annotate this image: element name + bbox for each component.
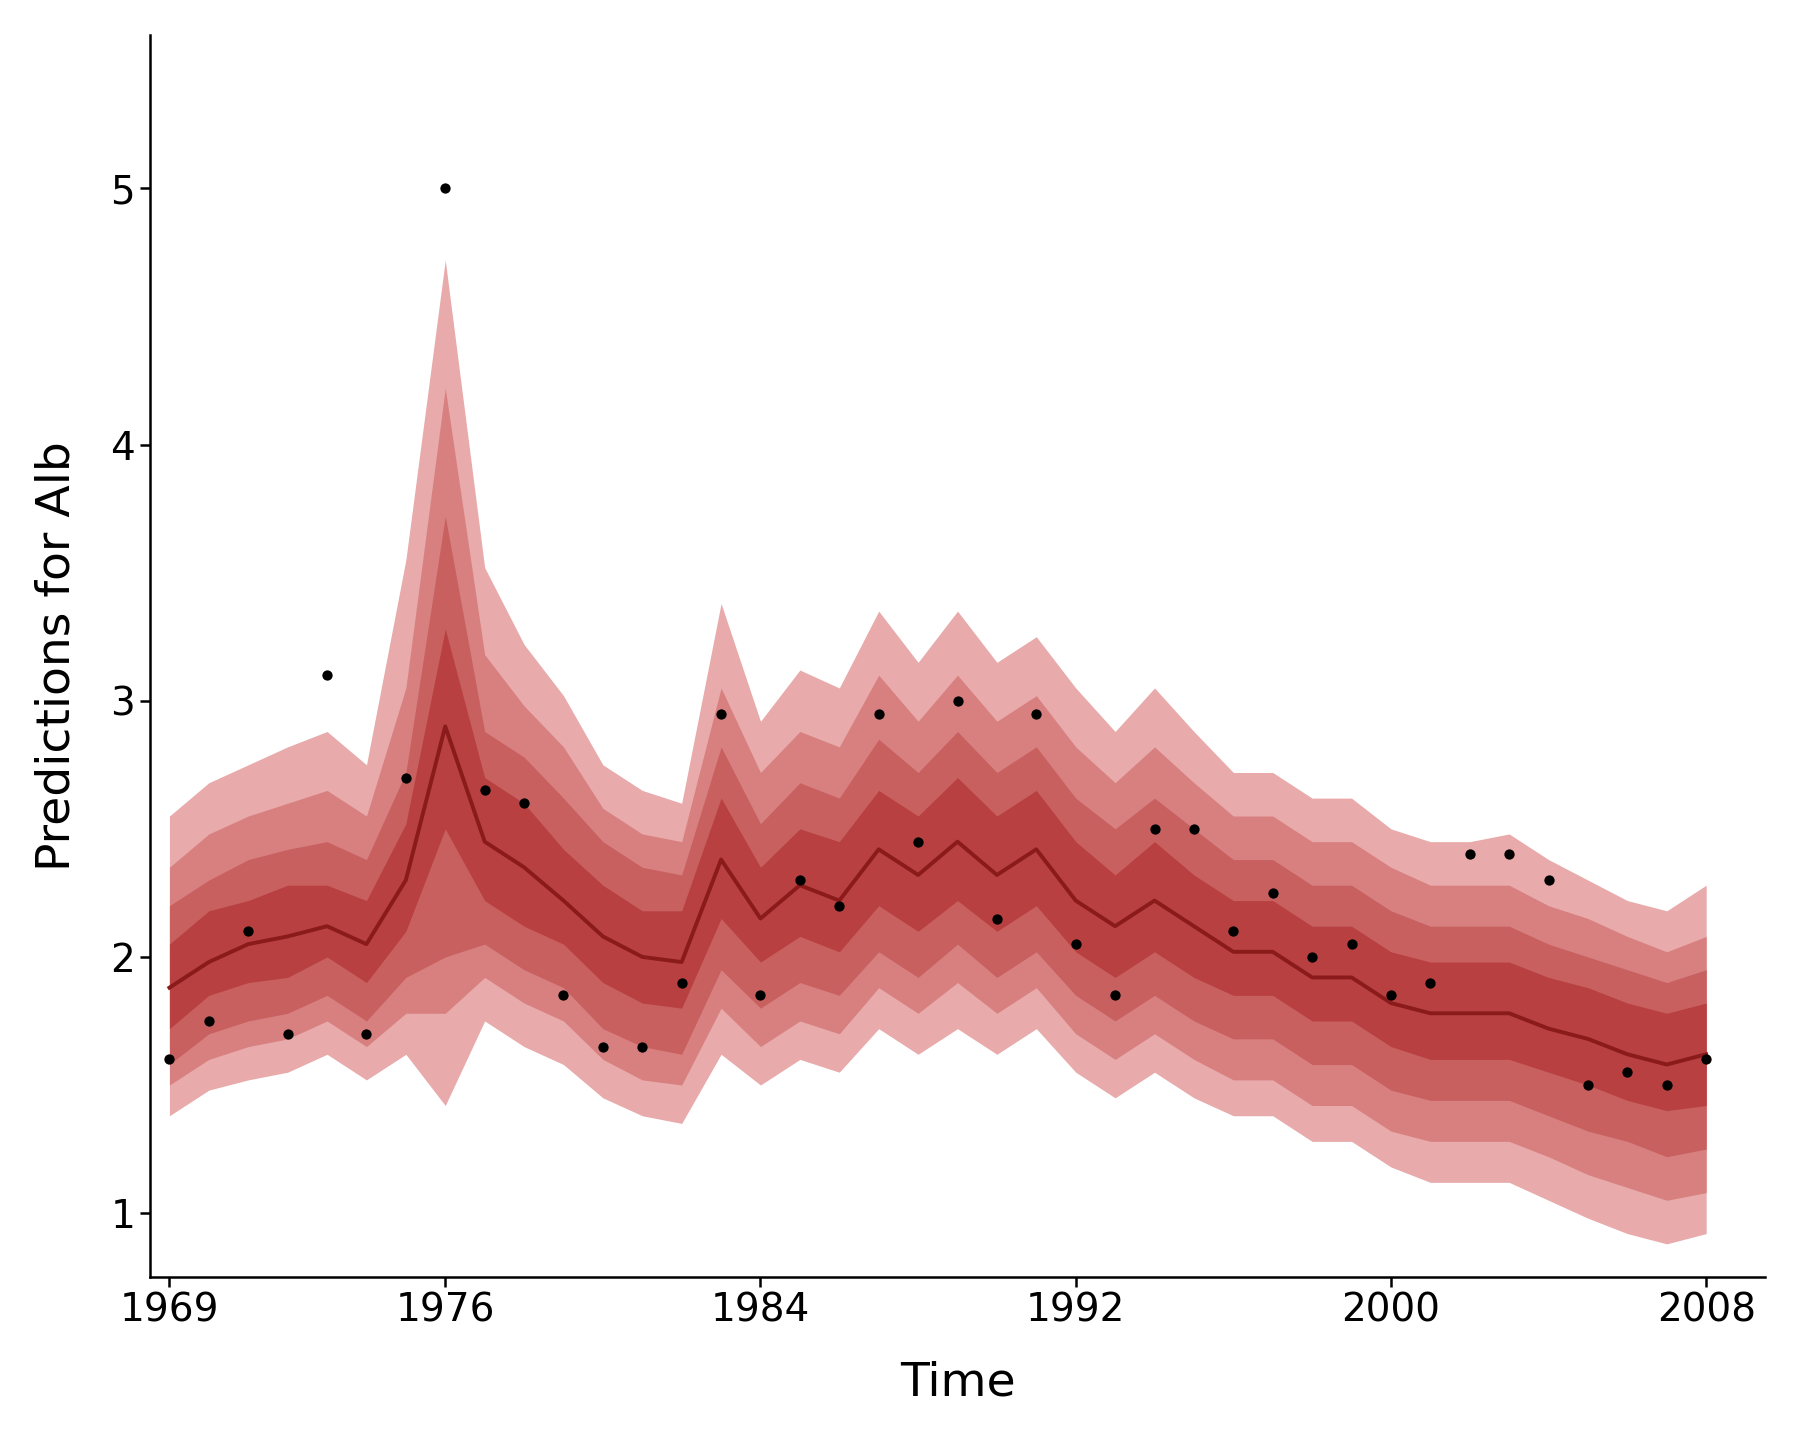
Point <box>707 703 736 726</box>
Point <box>470 779 499 802</box>
Point <box>1573 1073 1602 1096</box>
Point <box>1494 842 1523 865</box>
Point <box>1258 881 1287 904</box>
Point <box>1062 933 1091 956</box>
Point <box>1456 842 1485 865</box>
Point <box>943 690 972 713</box>
Point <box>1692 1048 1721 1071</box>
Point <box>1022 703 1051 726</box>
Point <box>274 1022 302 1045</box>
Point <box>745 984 774 1007</box>
Point <box>1613 1061 1642 1084</box>
Point <box>864 703 893 726</box>
Point <box>155 1048 184 1071</box>
Point <box>1652 1073 1681 1096</box>
Point <box>1102 984 1130 1007</box>
Point <box>983 907 1012 930</box>
Y-axis label: Predictions for Alb: Predictions for Alb <box>34 441 79 871</box>
Point <box>1377 984 1406 1007</box>
Point <box>549 984 578 1007</box>
Point <box>313 664 342 687</box>
Point <box>1179 818 1208 841</box>
Point <box>785 868 814 891</box>
Point <box>430 177 459 200</box>
Point <box>628 1035 657 1058</box>
Point <box>391 766 419 789</box>
Point <box>904 829 932 852</box>
Point <box>353 1022 382 1045</box>
Point <box>824 894 853 917</box>
Point <box>194 1009 223 1032</box>
Point <box>1534 868 1562 891</box>
Point <box>509 792 538 815</box>
Point <box>589 1035 617 1058</box>
Point <box>1298 946 1327 969</box>
Point <box>668 971 697 994</box>
Point <box>234 920 263 943</box>
Point <box>1139 818 1168 841</box>
Point <box>1337 933 1366 956</box>
X-axis label: Time: Time <box>900 1361 1015 1405</box>
Point <box>1417 971 1445 994</box>
Point <box>1219 920 1247 943</box>
